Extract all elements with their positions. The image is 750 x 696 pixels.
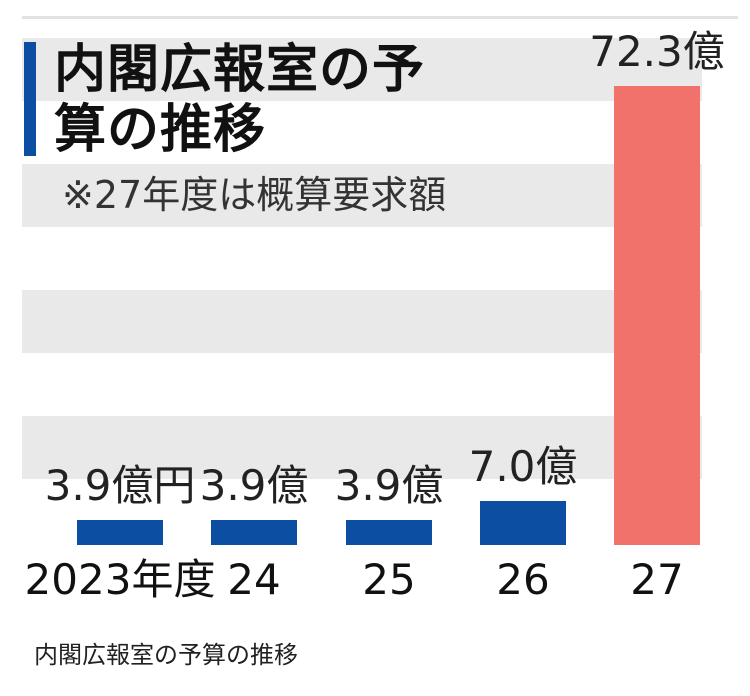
background-stripe <box>22 416 702 479</box>
bar-3 <box>480 500 566 545</box>
bar-1 <box>211 520 297 545</box>
image-caption: 内閣広報室の予算の推移 <box>34 641 298 669</box>
title-accent-bar <box>24 42 36 156</box>
chart-title: 内閣広報室の予算の推移 <box>54 40 426 160</box>
bar-value-label-0: 3.9億円 <box>44 461 196 511</box>
background-stripe <box>22 290 702 353</box>
bar-4 <box>614 86 700 545</box>
bar-chart: 内閣広報室の予算の推移 ※27年度は概算要求額 3.9億円 2023年度 3.9億 2… <box>22 27 725 604</box>
x-tick-label-1: 24 <box>227 555 281 604</box>
background-stripe <box>22 38 702 101</box>
bar-2 <box>346 520 432 545</box>
bar-value-label-4: 72.3億 <box>589 27 725 76</box>
bar-value-label-2: 3.9億 <box>334 461 444 511</box>
x-tick-label-3: 26 <box>496 555 550 604</box>
x-tick-label-4: 27 <box>630 555 684 604</box>
x-tick-label-0: 2023年度 <box>24 555 216 604</box>
top-rule <box>22 16 738 19</box>
chart-note: ※27年度は概算要求額 <box>62 173 447 217</box>
background-stripe <box>22 164 702 227</box>
bar-0 <box>77 520 163 545</box>
bar-value-label-1: 3.9億 <box>199 461 309 511</box>
x-tick-label-2: 25 <box>362 555 416 604</box>
bar-value-label-3: 7.0億 <box>468 441 578 491</box>
plot-area: 3.9億円 2023年度 3.9億 24 3.9億 25 7.0億 26 72.3億 27 <box>24 27 725 604</box>
